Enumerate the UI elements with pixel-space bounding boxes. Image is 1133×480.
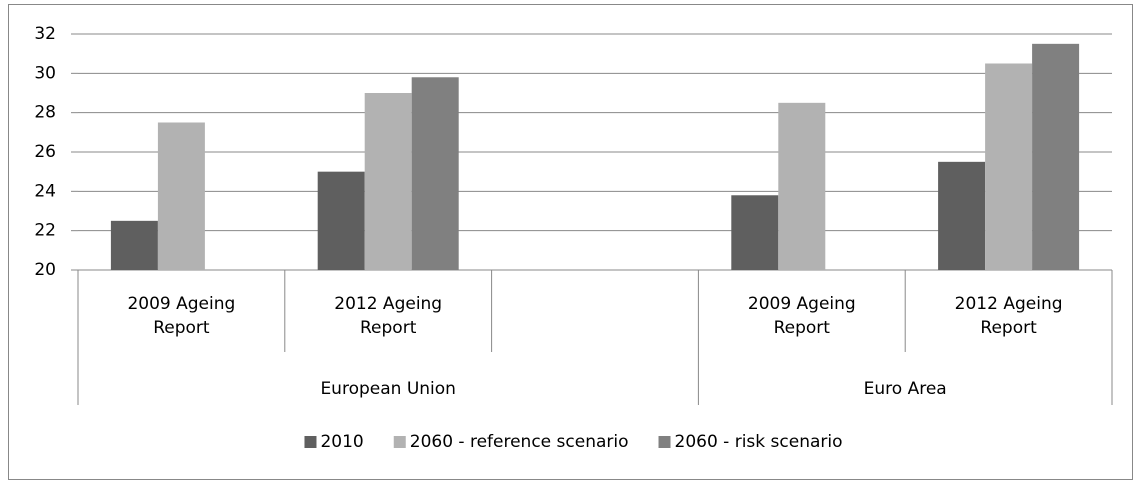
group-label: European Union xyxy=(320,379,456,399)
legend-label: 2010 xyxy=(320,432,363,452)
bar xyxy=(364,93,412,270)
bar xyxy=(731,195,779,270)
bar xyxy=(938,161,986,270)
bar xyxy=(1032,43,1080,271)
legend-swatch xyxy=(304,436,317,448)
y-tick-label: 28 xyxy=(34,103,56,123)
bar xyxy=(985,63,1033,270)
y-tick-label: 20 xyxy=(34,260,56,280)
y-tick-label: 32 xyxy=(34,24,56,44)
bar xyxy=(778,102,826,270)
bar xyxy=(317,171,365,270)
x-tick-label: 2009 Ageing Report xyxy=(127,294,236,338)
legend-label: 2060 - risk scenario xyxy=(675,432,843,452)
x-tick-label: 2009 Ageing Report xyxy=(747,294,856,338)
bar xyxy=(411,77,459,271)
y-tick-label: 30 xyxy=(34,63,56,83)
legend-swatch xyxy=(393,436,406,448)
x-tick-label: 2012 Ageing Report xyxy=(954,294,1063,338)
bar xyxy=(110,220,158,270)
y-tick-label: 26 xyxy=(34,142,56,162)
y-tick-label: 24 xyxy=(34,181,56,201)
y-tick-label: 22 xyxy=(34,221,56,241)
legend-label: 2060 - reference scenario xyxy=(410,432,629,452)
group-label: Euro Area xyxy=(864,379,947,399)
x-tick-label: 2012 Ageing Report xyxy=(334,294,443,338)
bar xyxy=(157,122,205,270)
legend-swatch xyxy=(658,436,671,448)
